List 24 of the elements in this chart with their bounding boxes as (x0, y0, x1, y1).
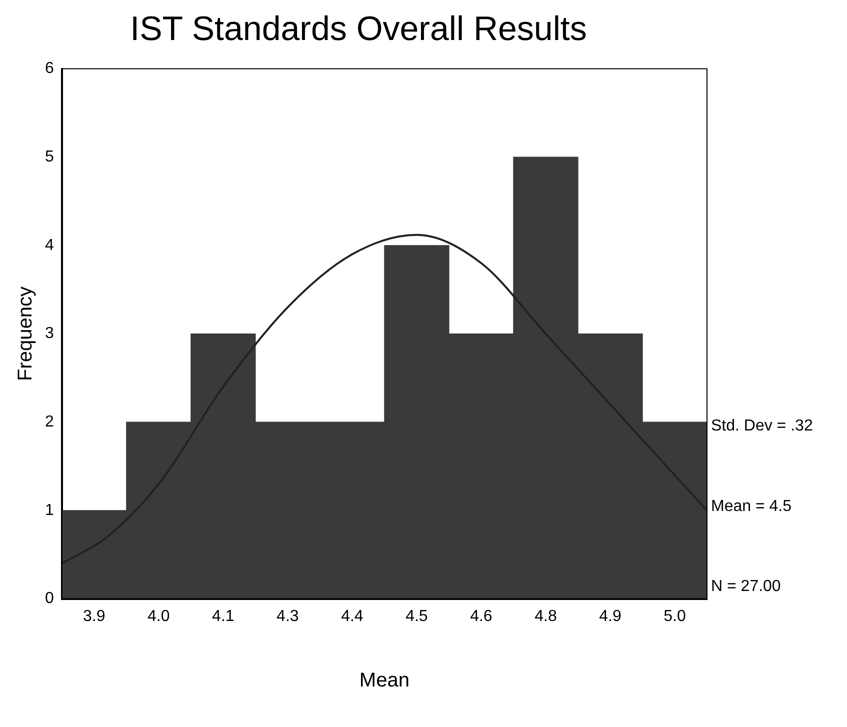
text: Mean = 4.5 (711, 498, 792, 515)
y-tick-label: 4 (44, 236, 54, 254)
x-tick-label: 4.1 (212, 608, 234, 625)
line-series (62, 234, 707, 564)
y-tick-label: 6 (44, 60, 54, 78)
x-tick-label: 4.0 (148, 608, 170, 625)
y-tick-label: 1 (44, 502, 54, 519)
x-tick-label: 5.0 (664, 608, 686, 625)
y-tick-label: 0 (44, 590, 54, 608)
x-tick-label: 3.9 (83, 608, 106, 625)
text: N = 27.00 (711, 578, 781, 596)
chart-title: IST Standards Overall Results (130, 10, 587, 48)
y-tick-label: 3 (44, 325, 54, 342)
y-tick-label: 5 (44, 148, 54, 166)
x-tick-label: 4.6 (470, 608, 492, 625)
x-tick-label: 4.4 (341, 608, 364, 625)
x-tick-label: 4.5 (406, 608, 428, 625)
x-tick-label: 4.9 (599, 608, 622, 625)
x-tick-label: 4.3 (276, 608, 299, 625)
text: Std. Dev = .32 (711, 418, 813, 435)
y-tick-label: 2 (44, 414, 54, 431)
y-axis-title: Frequency (14, 286, 37, 382)
x-tick-label: 4.8 (534, 608, 557, 625)
x-axis-title: Mean (359, 670, 410, 692)
